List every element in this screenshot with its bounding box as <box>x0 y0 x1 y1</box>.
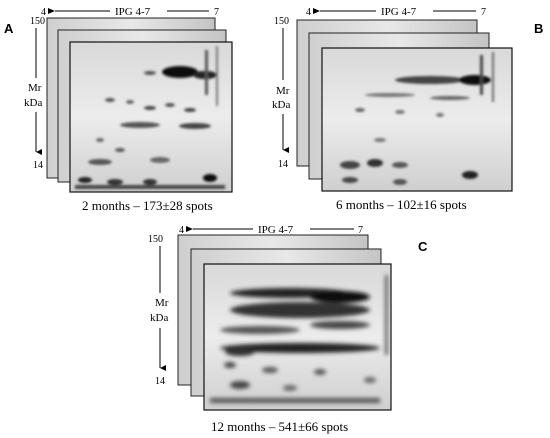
mw-top-label: 150 <box>30 16 45 27</box>
mw-bottom-label: 14 <box>155 376 165 387</box>
ph-left-label: 4 <box>179 225 184 236</box>
gel-spots <box>75 46 225 189</box>
ph-right-label: 7 <box>358 225 363 236</box>
ipg-label: IPG 4-7 <box>381 6 417 18</box>
panel-caption: 2 months – 173±28 spots <box>82 198 213 213</box>
panel-c: C 4 7 IPG 4-7 150 14 Mr kDa <box>148 224 428 434</box>
gel-spots <box>210 275 388 403</box>
ph-right-label: 7 <box>481 7 486 18</box>
panel-letter: B <box>534 21 543 36</box>
panel-caption: 6 months – 102±16 spots <box>336 197 467 212</box>
mw-bottom-label: 14 <box>278 159 288 170</box>
gel-spots <box>340 52 494 185</box>
panel-caption: 12 months – 541±66 spots <box>211 419 348 434</box>
panel-letter: A <box>4 21 14 36</box>
ph-left-label: 4 <box>306 7 311 18</box>
ph-right-label: 7 <box>214 7 219 18</box>
gel-front <box>321 47 513 192</box>
mw-top-label: 150 <box>274 16 289 27</box>
ipg-label: IPG 4-7 <box>115 6 151 18</box>
kda-label: kDa <box>150 312 168 324</box>
mw-top-label: 150 <box>148 234 163 245</box>
ipg-label: IPG 4-7 <box>258 224 294 236</box>
panel-a: A 4 7 IPG 4-7 150 14 Mr kDa <box>4 6 233 213</box>
kda-label: kDa <box>24 97 42 109</box>
mr-label: Mr <box>155 297 169 309</box>
panel-b: B 4 7 IPG 4-7 150 14 Mr kDa <box>272 6 543 212</box>
gel-front <box>203 263 392 411</box>
mr-label: Mr <box>28 82 42 94</box>
mw-bottom-label: 14 <box>33 160 43 171</box>
kda-label: kDa <box>272 99 290 111</box>
mr-label: Mr <box>276 85 290 97</box>
ph-left-label: 4 <box>41 7 46 18</box>
panel-letter: C <box>418 239 428 254</box>
